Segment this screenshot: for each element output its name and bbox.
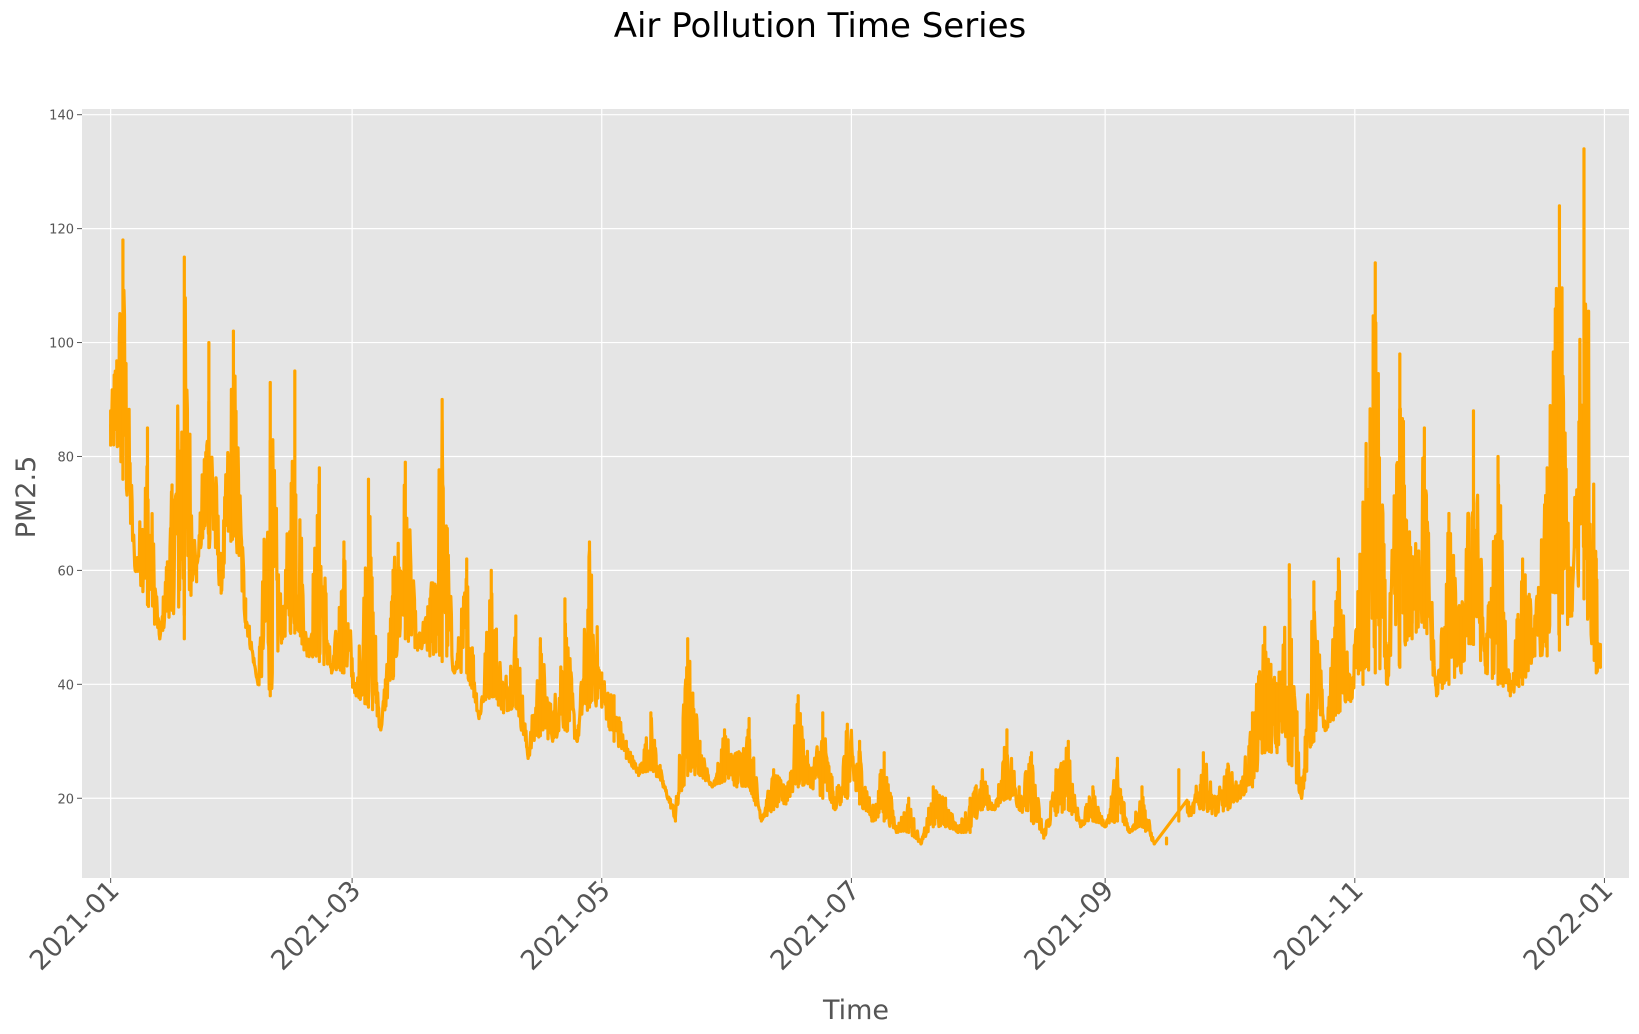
chart-title: Air Pollution Time Series [614, 6, 1027, 46]
x-tick-label: 2022-01 [1518, 875, 1620, 977]
y-tick-label: 140 [49, 109, 74, 124]
y-tick-label: 80 [57, 450, 74, 465]
y-tick-label: 120 [49, 223, 74, 238]
x-axis-label: Time [822, 995, 889, 1026]
y-tick-label: 40 [57, 678, 74, 693]
y-tick-label: 100 [49, 337, 74, 352]
x-tick-label: 2021-03 [265, 875, 367, 977]
pm25-series [109, 147, 1602, 846]
x-axis-ticks: 2021-01 2021-03 2021-05 2021-07 2021-09 2021-… [24, 875, 1619, 977]
x-tick-label: 2021-09 [1018, 875, 1120, 977]
y-axis-label: PM2.5 [11, 456, 42, 539]
y-axis-ticks: 20 40 60 80 100 120 140 [49, 109, 82, 807]
x-tick-label: 2021-11 [1268, 875, 1370, 977]
y-tick-label: 20 [57, 792, 74, 807]
x-tick-label: 2021-05 [515, 875, 617, 977]
x-tick-label: 2021-01 [24, 875, 126, 977]
y-tick-label: 60 [57, 564, 74, 579]
x-tick-label: 2021-07 [765, 875, 867, 977]
pm25-line [109, 286, 1602, 846]
